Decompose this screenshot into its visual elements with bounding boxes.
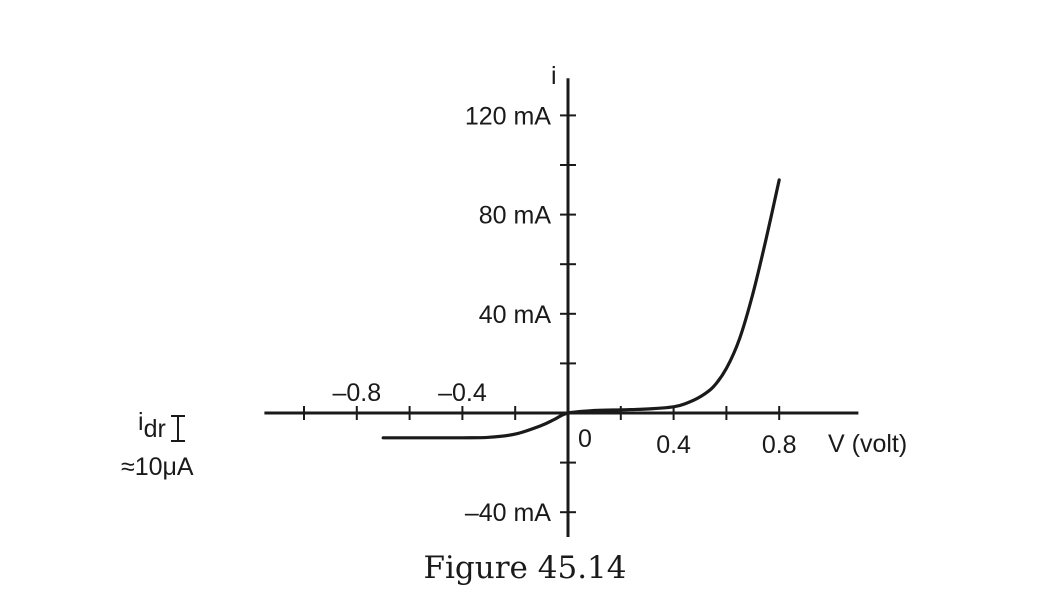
reverse-current-bracket (171, 415, 185, 442)
y-tick-label: 120 mA (465, 102, 551, 130)
reverse-current-subscript: dr (144, 415, 166, 443)
y-tick-label: 80 mA (479, 202, 552, 230)
y-axis-symbol: i (551, 62, 557, 90)
y-tick-label: 40 mA (479, 301, 552, 329)
origin-label: 0 (578, 425, 592, 453)
y-tick-label: –40 mA (465, 499, 551, 527)
figure-caption: Figure 45.14 (424, 550, 627, 586)
x-tick-label: 0.4 (656, 431, 691, 459)
x-tick-label: –0.4 (438, 379, 487, 407)
x-tick-label: 0.8 (762, 431, 797, 459)
x-axis-label: V (volt) (828, 430, 907, 458)
reverse-current-value: ≈10μA (121, 453, 194, 481)
x-tick-label: –0.8 (332, 379, 381, 407)
iv-curve-series (381, 178, 781, 440)
reverse-current-i: i (138, 408, 144, 436)
reverse-current-symbol: idr (138, 408, 166, 443)
